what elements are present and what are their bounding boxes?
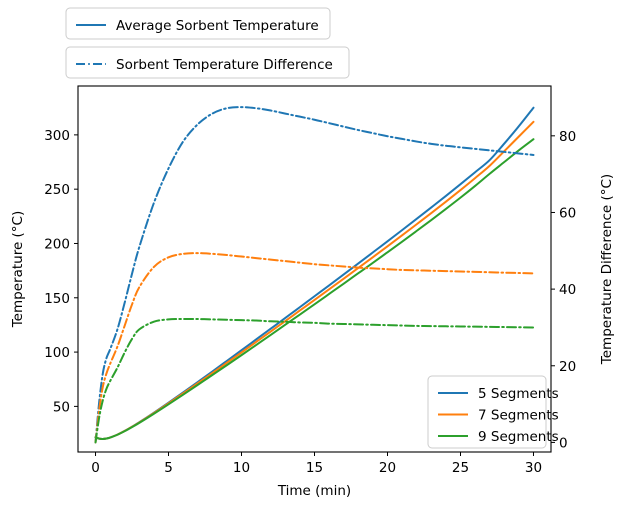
y2-tick-label: 20 — [559, 359, 576, 375]
series-line-9-segments-solid — [94, 138, 535, 440]
y-tick-label: 200 — [44, 236, 70, 252]
x-tick-label: 10 — [233, 460, 250, 476]
legend-segments-item[interactable]: 9 Segments — [438, 429, 559, 445]
legend-segments[interactable]: 5 Segments 7 Segments 9 Segments — [427, 375, 559, 449]
legend-temperature-difference[interactable]: Sorbent Temperature Difference — [65, 46, 350, 79]
x-tick-label: 5 — [164, 460, 173, 476]
x-tick-label: 25 — [452, 460, 469, 476]
legend-segments-item[interactable]: 7 Segments — [438, 408, 559, 424]
legend-item-label: 7 Segments — [478, 408, 559, 424]
y-tick-label: 100 — [44, 345, 70, 361]
x-tick-label: 0 — [91, 460, 100, 476]
y2-axis-label: Temperature Difference (°C) — [599, 174, 615, 365]
legend-temperature-difference-box — [65, 46, 350, 79]
y2-tick-label: 80 — [559, 129, 576, 145]
legend-average-temperature-item[interactable]: Average Sorbent Temperature — [76, 18, 319, 34]
y-axis-label: Temperature (°C) — [10, 211, 26, 329]
legend-temperature-difference-item[interactable]: Sorbent Temperature Difference — [76, 57, 333, 73]
series-line-7-segments-dashdot — [94, 252, 535, 444]
legend-segments-item[interactable]: 5 Segments — [438, 386, 559, 402]
y-tick-label: 50 — [53, 399, 70, 415]
legend-average-temperature-box — [65, 7, 331, 40]
legend-item-label: 9 Segments — [478, 429, 559, 445]
x-axis-label: Time (min) — [277, 483, 351, 499]
legend-item-label: Average Sorbent Temperature — [116, 18, 319, 34]
y2-tick-label: 0 — [559, 435, 568, 451]
legend-average-temperature[interactable]: Average Sorbent Temperature — [65, 7, 331, 40]
legend-item-label: 5 Segments — [478, 386, 559, 402]
y2-tick-label: 40 — [559, 282, 576, 298]
x-tick-label: 20 — [379, 460, 396, 476]
legend-item-label: Sorbent Temperature Difference — [116, 57, 333, 73]
y-tick-label: 300 — [44, 128, 70, 144]
x-tick-label: 15 — [306, 460, 323, 476]
x-tick-label: 30 — [525, 460, 542, 476]
y-tick-label: 150 — [44, 291, 70, 307]
y-tick-label: 250 — [44, 182, 70, 198]
series-line-9-segments-dashdot — [94, 317, 535, 444]
series-line-5-segments-dashdot — [94, 106, 535, 444]
y2-tick-label: 60 — [559, 205, 576, 221]
